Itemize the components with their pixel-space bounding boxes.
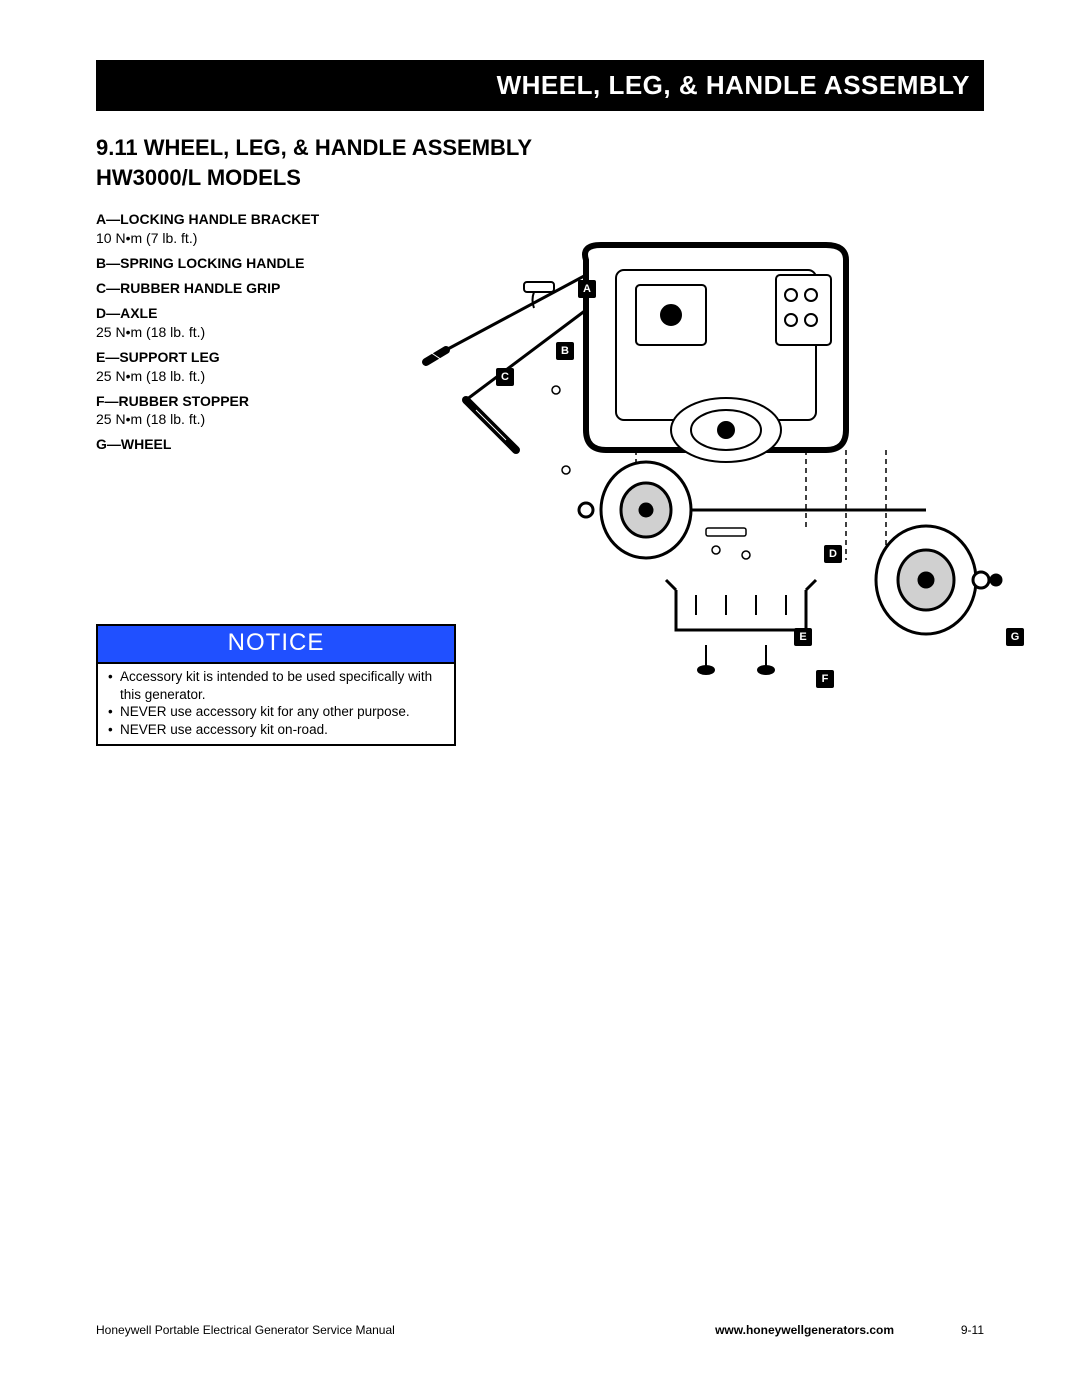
- footer-page-number: 9-11: [934, 1323, 984, 1337]
- callout-f: F: [816, 670, 834, 688]
- section-title-line2: HW3000/L MODELS: [96, 165, 301, 190]
- notice-item: NEVER use accessory kit for any other pu…: [106, 703, 446, 721]
- footer-left: Honeywell Portable Electrical Generator …: [96, 1323, 395, 1337]
- assembly-diagram: [406, 200, 1026, 720]
- section-title-line1: WHEEL, LEG, & HANDLE ASSEMBLY: [144, 135, 532, 160]
- manual-page: WHEEL, LEG, & HANDLE ASSEMBLY 9.11 WHEEL…: [96, 60, 984, 1337]
- notice-item: NEVER use accessory kit on-road.: [106, 721, 446, 739]
- callout-c: C: [496, 368, 514, 386]
- callout-b: B: [556, 342, 574, 360]
- callout-a: A: [578, 280, 596, 298]
- notice-box: NOTICE Accessory kit is intended to be u…: [96, 624, 456, 746]
- notice-item: Accessory kit is intended to be used spe…: [106, 668, 446, 703]
- right-column: A B C D E F G: [466, 210, 984, 746]
- chapter-header-bar: WHEEL, LEG, & HANDLE ASSEMBLY: [96, 60, 984, 111]
- section-number: 9.11: [96, 135, 138, 160]
- callout-g: G: [1006, 628, 1024, 646]
- callout-e: E: [794, 628, 812, 646]
- section-heading: 9.11 WHEEL, LEG, & HANDLE ASSEMBLY HW300…: [96, 133, 984, 192]
- page-footer: Honeywell Portable Electrical Generator …: [96, 1323, 984, 1337]
- notice-header: NOTICE: [98, 626, 454, 664]
- footer-center: www.honeywellgenerators.com: [395, 1323, 934, 1337]
- content-row: A—LOCKING HANDLE BRACKET 10 N•m (7 lb. f…: [96, 210, 984, 746]
- callout-d: D: [824, 545, 842, 563]
- notice-body: Accessory kit is intended to be used spe…: [98, 664, 454, 744]
- chapter-title: WHEEL, LEG, & HANDLE ASSEMBLY: [497, 70, 970, 100]
